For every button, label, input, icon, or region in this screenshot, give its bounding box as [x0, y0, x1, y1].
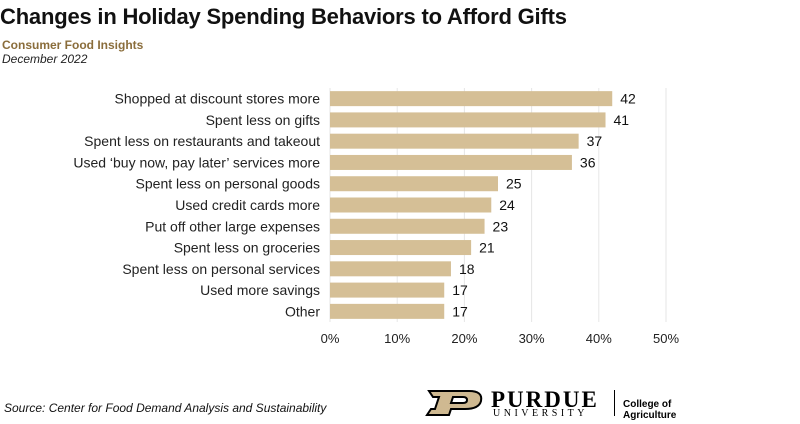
category-label: Spent less on personal goods: [136, 176, 320, 192]
category-label: Spent less on groceries: [174, 240, 320, 256]
value-label: 18: [459, 261, 475, 277]
bar: [330, 133, 579, 149]
bar: [330, 282, 445, 298]
category-label: Shopped at discount stores more: [115, 91, 321, 107]
x-tick-label: 0%: [321, 331, 340, 346]
value-label: 17: [452, 303, 468, 319]
value-label: 17: [452, 282, 468, 298]
logo-sub: UNIVERSITY: [493, 408, 588, 419]
bar: [330, 218, 485, 234]
category-label: Used more savings: [200, 282, 320, 298]
category-label: Spent less on gifts: [206, 112, 320, 128]
bar: [330, 112, 606, 128]
value-label: 21: [479, 240, 495, 256]
bar: [330, 261, 451, 277]
category-label: Used credit cards more: [175, 197, 320, 213]
source-note: Source: Center for Food Demand Analysis …: [4, 401, 327, 415]
chart-title: Changes in Holiday Spending Behaviors to…: [0, 4, 567, 29]
value-label: 41: [614, 112, 630, 128]
chart-date: December 2022: [2, 52, 88, 66]
bar: [330, 303, 445, 319]
category-label: Put off other large expenses: [145, 218, 320, 234]
logo-divider: [614, 390, 615, 416]
category-label: Other: [285, 303, 320, 319]
value-label: 36: [580, 154, 596, 170]
purdue-p-icon: [425, 390, 483, 416]
category-label: Spent less on restaurants and takeout: [84, 133, 320, 149]
value-label: 42: [620, 91, 636, 107]
bar: [330, 240, 472, 256]
bar: [330, 154, 572, 170]
x-tick-label: 10%: [384, 331, 410, 346]
purdue-logo: PURDUE UNIVERSITY College of Agriculture: [425, 387, 725, 421]
x-tick-label: 50%: [653, 331, 679, 346]
bar: [330, 91, 613, 107]
x-tick-label: 30%: [519, 331, 545, 346]
value-label: 24: [499, 197, 515, 213]
value-label: 25: [506, 176, 522, 192]
chart-subtitle: Consumer Food Insights: [2, 38, 144, 52]
college-name: College of Agriculture: [623, 399, 677, 421]
x-tick-label: 40%: [586, 331, 612, 346]
value-label: 37: [587, 133, 603, 149]
category-label: Used ‘buy now, pay later’ services more: [73, 154, 320, 170]
value-label: 23: [493, 218, 509, 234]
bar: [330, 197, 492, 213]
bar: [330, 176, 498, 192]
x-tick-label: 20%: [451, 331, 477, 346]
logo-name: PURDUE: [491, 387, 599, 412]
category-label: Spent less on personal services: [122, 261, 320, 277]
